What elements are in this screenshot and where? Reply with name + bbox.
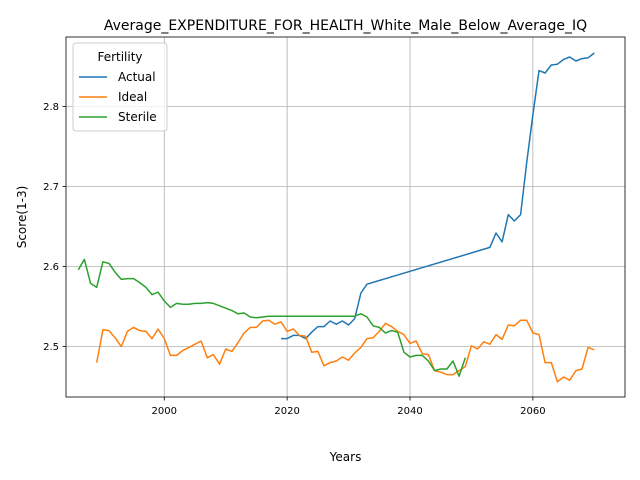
series-layer [77, 52, 595, 383]
x-tick-label: 2040 [397, 406, 422, 417]
legend-label-sterile: Sterile [118, 110, 157, 124]
x-tick-label: 2060 [520, 406, 545, 417]
x-tick-label: 2000 [152, 406, 177, 417]
x-axis-label: Years [329, 450, 362, 464]
axis-layer: 2000 2020 2040 2060 2.5 2.6 2.7 2.8 [43, 102, 545, 417]
legend-box [72, 42, 168, 132]
legend-label-actual: Actual [118, 70, 156, 84]
legend-label-ideal: Ideal [118, 90, 147, 104]
legend-title: Fertility [97, 50, 142, 64]
y-tick-label: 2.6 [43, 262, 59, 273]
y-tick-label: 2.7 [43, 182, 59, 193]
y-tick-label: 2.8 [43, 102, 59, 113]
legend: Fertility Actual Ideal Sterile [72, 42, 168, 132]
chart-title: Average_EXPENDITURE_FOR_HEALTH_White_Mal… [104, 18, 587, 34]
series-line-actual [281, 52, 595, 340]
plot-area [65, 36, 626, 398]
grid-lines [66, 37, 625, 397]
series-line-ideal [95, 319, 595, 383]
y-axis-label: Score(1-3) [15, 186, 29, 249]
x-tick-label: 2020 [274, 406, 299, 417]
legend-items: Actual Ideal Sterile [79, 70, 157, 124]
series-line-sterile [77, 258, 467, 377]
y-tick-label: 2.5 [43, 342, 59, 353]
